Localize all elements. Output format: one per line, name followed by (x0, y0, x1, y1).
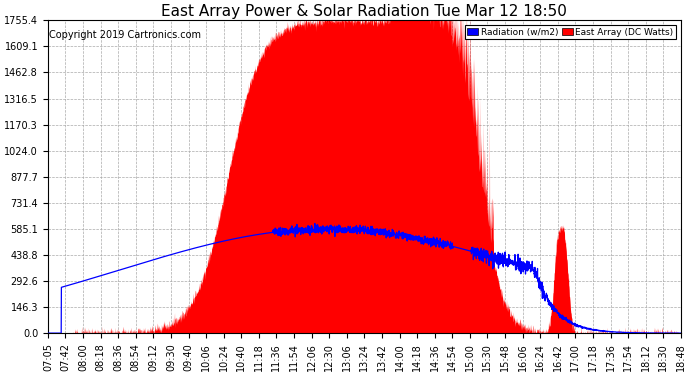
Text: Copyright 2019 Cartronics.com: Copyright 2019 Cartronics.com (49, 30, 201, 40)
Legend: Radiation (w/m2), East Array (DC Watts): Radiation (w/m2), East Array (DC Watts) (464, 25, 676, 39)
Title: East Array Power & Solar Radiation Tue Mar 12 18:50: East Array Power & Solar Radiation Tue M… (161, 4, 567, 19)
